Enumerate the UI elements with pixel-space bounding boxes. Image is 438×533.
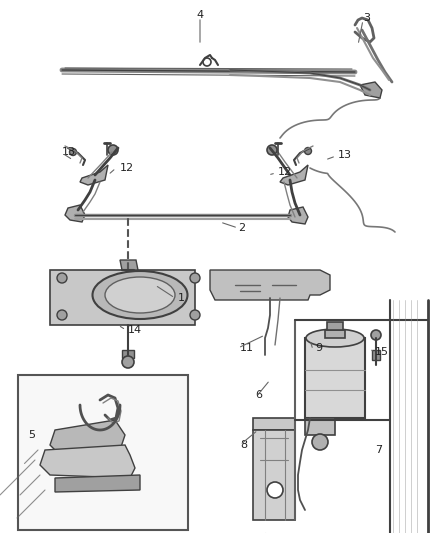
Circle shape [190, 310, 200, 320]
Polygon shape [253, 418, 295, 430]
Circle shape [304, 148, 311, 155]
Polygon shape [55, 475, 140, 492]
Polygon shape [305, 418, 335, 435]
Polygon shape [360, 82, 382, 98]
Circle shape [371, 330, 381, 340]
Polygon shape [230, 278, 265, 298]
Polygon shape [80, 165, 108, 185]
Polygon shape [50, 270, 195, 325]
Polygon shape [50, 420, 125, 458]
Text: 7: 7 [375, 445, 382, 455]
Text: 15: 15 [375, 347, 389, 357]
Ellipse shape [105, 277, 175, 313]
Text: 12: 12 [120, 163, 134, 173]
Circle shape [122, 356, 134, 368]
Text: 12: 12 [278, 167, 292, 177]
Polygon shape [372, 350, 380, 360]
Text: 13: 13 [338, 150, 352, 160]
Text: 2: 2 [238, 223, 245, 233]
Polygon shape [288, 207, 308, 224]
Polygon shape [280, 165, 308, 185]
Polygon shape [325, 330, 345, 338]
Text: 5: 5 [28, 430, 35, 440]
Circle shape [312, 434, 328, 450]
Circle shape [190, 273, 200, 283]
Text: 9: 9 [315, 343, 322, 353]
Circle shape [57, 273, 67, 283]
Polygon shape [305, 338, 365, 418]
Polygon shape [40, 445, 135, 478]
Text: 1: 1 [178, 293, 185, 303]
Text: 13: 13 [62, 147, 76, 157]
Polygon shape [268, 278, 300, 298]
Text: 14: 14 [128, 325, 142, 335]
Text: 8: 8 [240, 440, 247, 450]
Circle shape [267, 482, 283, 498]
Text: 3: 3 [363, 13, 370, 23]
Circle shape [70, 149, 77, 156]
Polygon shape [65, 205, 85, 222]
Circle shape [57, 310, 67, 320]
Polygon shape [253, 430, 295, 520]
Ellipse shape [306, 329, 364, 347]
Text: 11: 11 [240, 343, 254, 353]
Polygon shape [327, 322, 343, 330]
Polygon shape [120, 260, 138, 270]
Circle shape [108, 145, 118, 155]
Circle shape [267, 145, 277, 155]
Text: 4: 4 [196, 10, 203, 20]
Polygon shape [18, 375, 188, 530]
Text: 6: 6 [255, 390, 262, 400]
Ellipse shape [92, 271, 187, 319]
Polygon shape [122, 350, 134, 358]
Polygon shape [210, 270, 330, 300]
